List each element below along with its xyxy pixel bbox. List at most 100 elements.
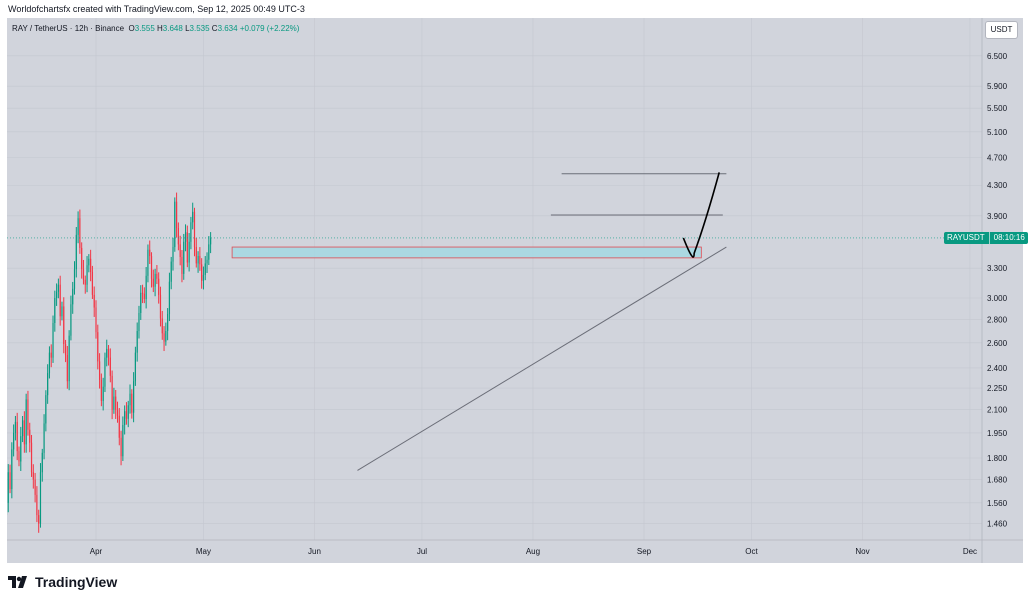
candle-body	[18, 451, 20, 462]
candle-body	[138, 312, 140, 332]
time-tick-label: Oct	[745, 547, 758, 556]
candle-body	[57, 284, 59, 292]
candle-body	[131, 393, 133, 413]
price-tick-label: 2.250	[987, 384, 1008, 393]
candle-body	[150, 256, 153, 279]
symbol-title: RAY / TetherUS · 12h · Binance	[12, 24, 125, 33]
projection-path	[682, 172, 720, 258]
price-tick-label: 3.900	[987, 212, 1008, 221]
candle-body	[102, 386, 104, 401]
candle-body	[72, 288, 74, 305]
candle-body	[115, 396, 117, 410]
candle-body	[84, 279, 86, 285]
candle-body	[186, 232, 188, 263]
open-label: O	[128, 24, 135, 33]
candle-body	[9, 472, 11, 490]
footer: TradingView	[0, 563, 1032, 602]
candle-body	[140, 292, 142, 313]
candle-body	[183, 241, 185, 274]
price-axis[interactable]: 6.500 5.900 5.500 5.100 4.700 4.300 3.900 3.300…	[987, 52, 1008, 529]
time-axis[interactable]: Apr May Jun Jul Aug Sep Oct Nov Dec	[90, 547, 977, 556]
candle-body	[48, 352, 51, 374]
candle-body	[210, 238, 212, 245]
candle-body	[79, 218, 81, 248]
price-tick-label: 1.680	[987, 476, 1008, 485]
candle-body	[93, 294, 95, 308]
candle-body	[133, 381, 135, 413]
price-tick-label: 5.100	[987, 128, 1008, 137]
candle-body	[41, 452, 43, 473]
candle-body	[39, 472, 42, 524]
candle-body	[13, 432, 15, 450]
candle-body	[106, 348, 108, 358]
candle-body	[29, 429, 31, 443]
time-tick-label: Nov	[855, 547, 869, 556]
candle-body	[165, 331, 167, 342]
time-tick-label: Sep	[637, 547, 652, 556]
candle-body	[159, 294, 162, 319]
candle-body	[38, 515, 40, 524]
price-tick-label: 2.400	[987, 364, 1008, 373]
resistance-zone-box	[231, 246, 702, 259]
candle-body	[43, 423, 45, 453]
last-price-tag: RAYUSDT 08:10:16	[944, 231, 1028, 244]
candle-body	[32, 472, 34, 480]
high-label: H	[157, 24, 163, 33]
candle-body	[206, 259, 208, 264]
candle-body	[21, 420, 24, 437]
candle-body	[20, 436, 22, 462]
candle-body	[152, 278, 154, 287]
candle-body	[134, 352, 136, 382]
candle-body	[201, 264, 203, 281]
tradingview-logo[interactable]: TradingView	[8, 574, 117, 590]
candle-body	[82, 269, 85, 280]
candle-body	[109, 357, 111, 376]
chart-area[interactable]: 6.500 5.900 5.500 5.100 4.700 4.300 3.900 3.300…	[7, 18, 1023, 563]
candle-body	[56, 291, 58, 298]
candle-body	[86, 265, 88, 285]
candle-body	[52, 322, 54, 358]
time-tick-label: May	[196, 547, 211, 556]
candle-body	[127, 405, 129, 419]
chart-svg[interactable]: 6.500 5.900 5.500 5.100 4.700 4.300 3.900 3.300…	[7, 18, 1023, 563]
rising-trendline	[357, 246, 727, 471]
candle-body	[16, 421, 18, 452]
currency-unit-button[interactable]: USDT	[985, 21, 1018, 39]
candle-body	[192, 211, 194, 223]
open-value: 3.555	[134, 24, 155, 33]
candle-body	[195, 247, 197, 264]
candle-body	[161, 318, 163, 334]
candle-body	[75, 234, 77, 270]
price-tick-label: 1.560	[987, 499, 1008, 508]
change-value: +0.079 (+2.22%)	[239, 24, 300, 33]
price-tick-label: 1.950	[987, 429, 1008, 438]
candle-body	[208, 244, 210, 260]
price-tick-label: 2.100	[987, 406, 1008, 415]
candle-body	[124, 411, 126, 425]
candle-body	[104, 357, 106, 387]
candle-body	[100, 379, 102, 401]
candle-body	[174, 201, 176, 248]
candle-body	[36, 494, 38, 516]
candle-body	[158, 278, 160, 295]
close-label: C	[211, 24, 218, 33]
price-tick-label: 3.000	[987, 294, 1008, 303]
candle-body	[120, 437, 122, 457]
low-label: L	[185, 24, 190, 33]
candle-body	[199, 256, 201, 265]
price-tick-label: 6.500	[987, 52, 1008, 61]
candle-body	[98, 361, 101, 380]
low-value: 3.535	[189, 24, 210, 33]
candle-body	[11, 449, 13, 490]
candle-body	[61, 306, 63, 317]
candle-body	[145, 275, 147, 300]
candle-body	[70, 304, 72, 336]
candles	[7, 192, 212, 533]
price-tick-label: 5.900	[987, 82, 1008, 91]
candle-body	[170, 261, 172, 282]
candle-body	[184, 232, 187, 242]
credit-line: Worldofchartsfx created with TradingView…	[8, 4, 305, 14]
candle-body	[188, 241, 190, 263]
symbol-legend: RAY / TetherUS · 12h · Binance O3.555 H 3…	[12, 24, 299, 33]
close-value: 3.634	[217, 24, 238, 33]
